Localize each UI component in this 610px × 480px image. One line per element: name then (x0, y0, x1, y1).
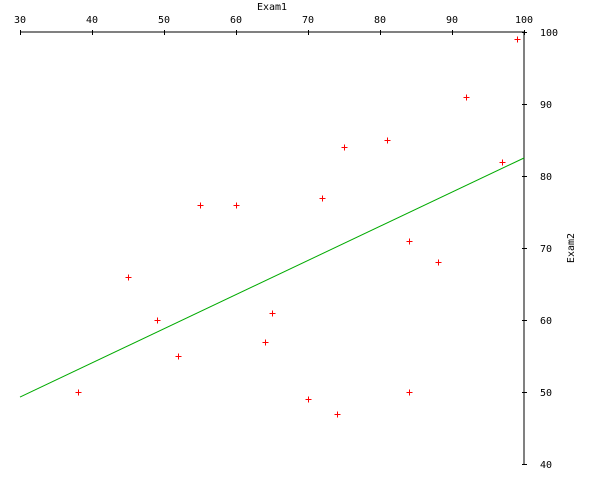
data-point (406, 389, 413, 396)
data-point (341, 144, 348, 151)
tick-labels: 30 40 50 60 70 80 90 100 40 50 60 70 80 90 100 (14, 15, 558, 471)
data-point (305, 396, 312, 403)
data-point (233, 202, 240, 209)
y-tick-label: 90 (540, 100, 552, 111)
y-tick-label: 40 (540, 460, 552, 471)
data-point (75, 389, 82, 396)
axes (20, 31, 525, 464)
x-axis-title: Exam1 (257, 2, 287, 13)
data-point (269, 310, 276, 317)
y-tick-label: 80 (540, 172, 552, 183)
y-tick-label: 70 (540, 244, 552, 255)
tick-marks (20, 30, 527, 465)
data-point (262, 339, 269, 346)
y-tick-label: 50 (540, 388, 552, 399)
x-tick-label: 100 (515, 15, 533, 26)
data-point (319, 195, 326, 202)
x-tick-label: 40 (86, 15, 98, 26)
x-tick-label: 50 (158, 15, 170, 26)
data-point (384, 137, 391, 144)
regression-line-group (19, 157, 525, 398)
data-point (125, 274, 132, 281)
data-point (175, 353, 182, 360)
x-tick-label: 80 (374, 15, 386, 26)
data-point (499, 159, 506, 166)
y-axis-title: Exam2 (566, 233, 577, 263)
data-point (435, 259, 442, 266)
data-point (406, 238, 413, 245)
y-tick-label: 60 (540, 316, 552, 327)
data-point (197, 202, 204, 209)
x-tick-label: 70 (302, 15, 314, 26)
data-point (514, 36, 521, 43)
data-point (463, 94, 470, 101)
x-tick-label: 30 (14, 15, 26, 26)
x-tick-label: 90 (446, 15, 458, 26)
regression-line (19, 157, 525, 398)
y-tick-label: 100 (540, 28, 558, 39)
data-point (334, 411, 341, 418)
data-point (154, 317, 161, 324)
x-tick-label: 60 (230, 15, 242, 26)
data-points (75, 36, 521, 418)
